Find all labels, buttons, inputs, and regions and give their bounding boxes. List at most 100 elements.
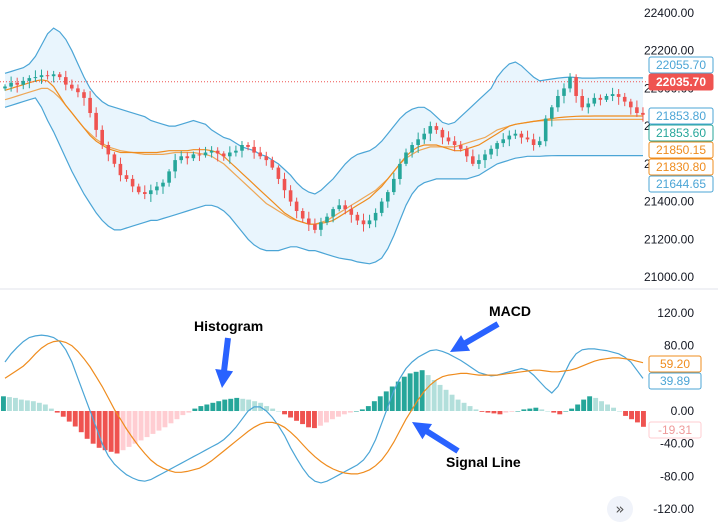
candle-body [543,118,548,142]
candle-body [240,145,244,151]
candle [100,125,104,149]
histogram-bar [120,411,126,451]
histogram-bar [174,411,180,420]
histogram-bar [557,411,563,415]
macd-value-tag-box [648,372,702,390]
candle [246,142,250,151]
candle-body [215,150,220,154]
histogram-bar [60,411,66,417]
candle-body [94,112,98,130]
histogram-bar [611,407,616,411]
histogram-bar [18,399,24,411]
histogram-bar [228,398,234,412]
price-pane[interactable] [0,27,648,265]
candle-body [39,75,44,78]
candle [118,157,123,182]
candle [349,205,354,223]
histogram-bar [7,397,12,411]
candle-body [404,152,408,164]
macd-value-tag: 39.89 [648,372,702,390]
histogram-bar [641,411,646,427]
histogram-bar [276,411,281,412]
histogram-bar [419,370,425,411]
candle-body [173,160,177,172]
histogram-bar [24,400,30,411]
histogram-bar [180,411,186,416]
candle [191,151,196,162]
candle [15,77,19,93]
macd-value-tags: 59.20 39.89 -19.31 [648,355,702,439]
price-tag: 22055.70 [648,56,714,74]
annotation-signal-line: Signal Line [446,454,521,470]
histogram-bar [353,411,359,412]
price-tag-text: 21853.60 [656,126,706,140]
candle-body [616,94,621,97]
candle-body [331,209,335,217]
candle-body [531,139,536,145]
histogram-bar [563,411,569,412]
candle-body [471,156,475,164]
candle [550,105,554,127]
candle-body [343,205,347,210]
candle-body [276,167,281,179]
candle [130,174,135,193]
candle-body [537,141,542,145]
candle [641,107,645,122]
candle-body [483,154,487,161]
candle [88,91,92,118]
price-tags: 22055.70 22035.70 21853.80 21853.60 21850.15… [648,56,714,193]
candle-body [149,190,153,195]
candle-body [635,107,639,113]
candle [221,151,226,161]
candle [27,75,32,89]
signal-line [4,340,644,475]
candle [416,132,420,153]
candle [76,84,80,98]
histogram-bar [533,407,539,411]
candle [562,83,566,104]
histogram-bar [635,411,640,423]
candle [57,72,62,80]
candle-body [325,216,329,223]
candle [622,92,627,107]
macd-value-tag-text: 39.89 [660,374,690,388]
candle [367,214,372,229]
candle-body [465,148,469,157]
candle [106,141,111,162]
candle-body [57,74,62,78]
candle [373,208,378,228]
candle-body [64,77,68,85]
histogram-bar [282,411,287,415]
candle-body [118,163,123,176]
histogram-bar [240,398,246,412]
candle-body [197,154,202,156]
annotation-macd: MACD [489,303,531,319]
histogram-bar [617,411,622,412]
histogram-bar [312,411,317,429]
bollinger-upper-line [4,27,643,195]
histogram-bar [413,371,419,411]
candle [325,213,329,226]
candle [495,140,499,157]
histogram-bar [389,386,395,411]
candle-body [234,150,238,153]
macd-pane[interactable] [1,334,646,484]
candle [282,172,287,199]
candle [197,147,202,162]
candles-group [3,69,645,237]
candle [531,133,536,151]
price-tag-text: 21853.80 [656,109,706,123]
candle-body [179,156,183,161]
candle [288,185,293,207]
candle [629,98,633,115]
candle-body [130,178,135,187]
candle [525,130,530,143]
candle [252,140,256,159]
candle-body [355,214,360,221]
histogram-bar [144,411,150,438]
scroll-to-realtime-button[interactable]: » [607,496,633,522]
candle [179,151,183,164]
candle-body [270,160,275,168]
histogram-bar [216,401,222,411]
candle-body [258,152,262,157]
